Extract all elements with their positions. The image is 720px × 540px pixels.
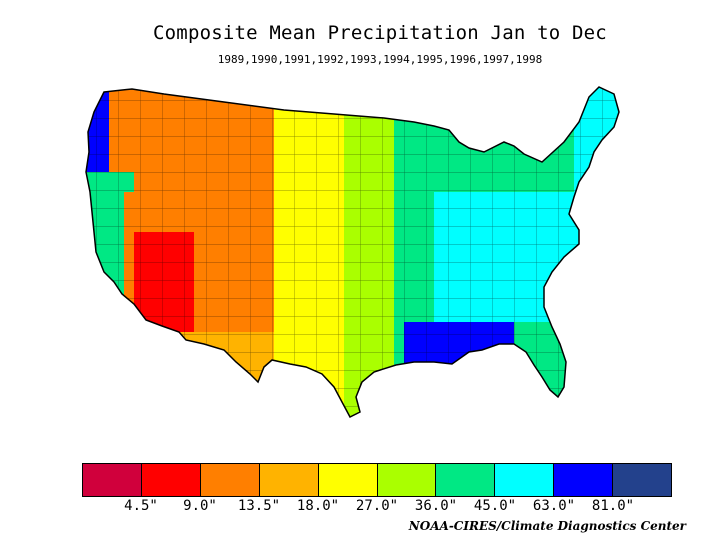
- legend-swatch: [554, 464, 614, 496]
- legend-label: 27.0": [355, 498, 399, 514]
- legend-swatch: [613, 464, 672, 496]
- us-outline: [85, 86, 620, 418]
- legend-swatch: [377, 464, 437, 496]
- precipitation-map: [85, 86, 620, 418]
- legend-label: 9.0": [183, 498, 217, 514]
- color-legend: [82, 463, 672, 497]
- legend-swatch: [83, 464, 142, 496]
- county-borders: [86, 87, 619, 417]
- years-subtitle: 1989,1990,1991,1992,1993,1994,1995,1996,…: [217, 53, 543, 66]
- legend-label: 81.0": [591, 498, 635, 514]
- legend-swatch: [200, 464, 260, 496]
- legend-swatch: [495, 464, 555, 496]
- legend-label: 45.0": [473, 498, 517, 514]
- legend-label: 36.0": [414, 498, 458, 514]
- legend-label: 13.5": [237, 498, 281, 514]
- legend-label: 18.0": [296, 498, 340, 514]
- legend-swatch: [436, 464, 496, 496]
- legend-label: 63.0": [532, 498, 576, 514]
- legend-swatch: [141, 464, 201, 496]
- legend-label: 4.5": [124, 498, 158, 514]
- map-title: Composite Mean Precipitation Jan to Dec: [153, 22, 607, 44]
- legend-swatch: [318, 464, 378, 496]
- legend-swatch: [259, 464, 319, 496]
- credit-text: NOAA-CIRES/Climate Diagnostics Center: [408, 519, 686, 533]
